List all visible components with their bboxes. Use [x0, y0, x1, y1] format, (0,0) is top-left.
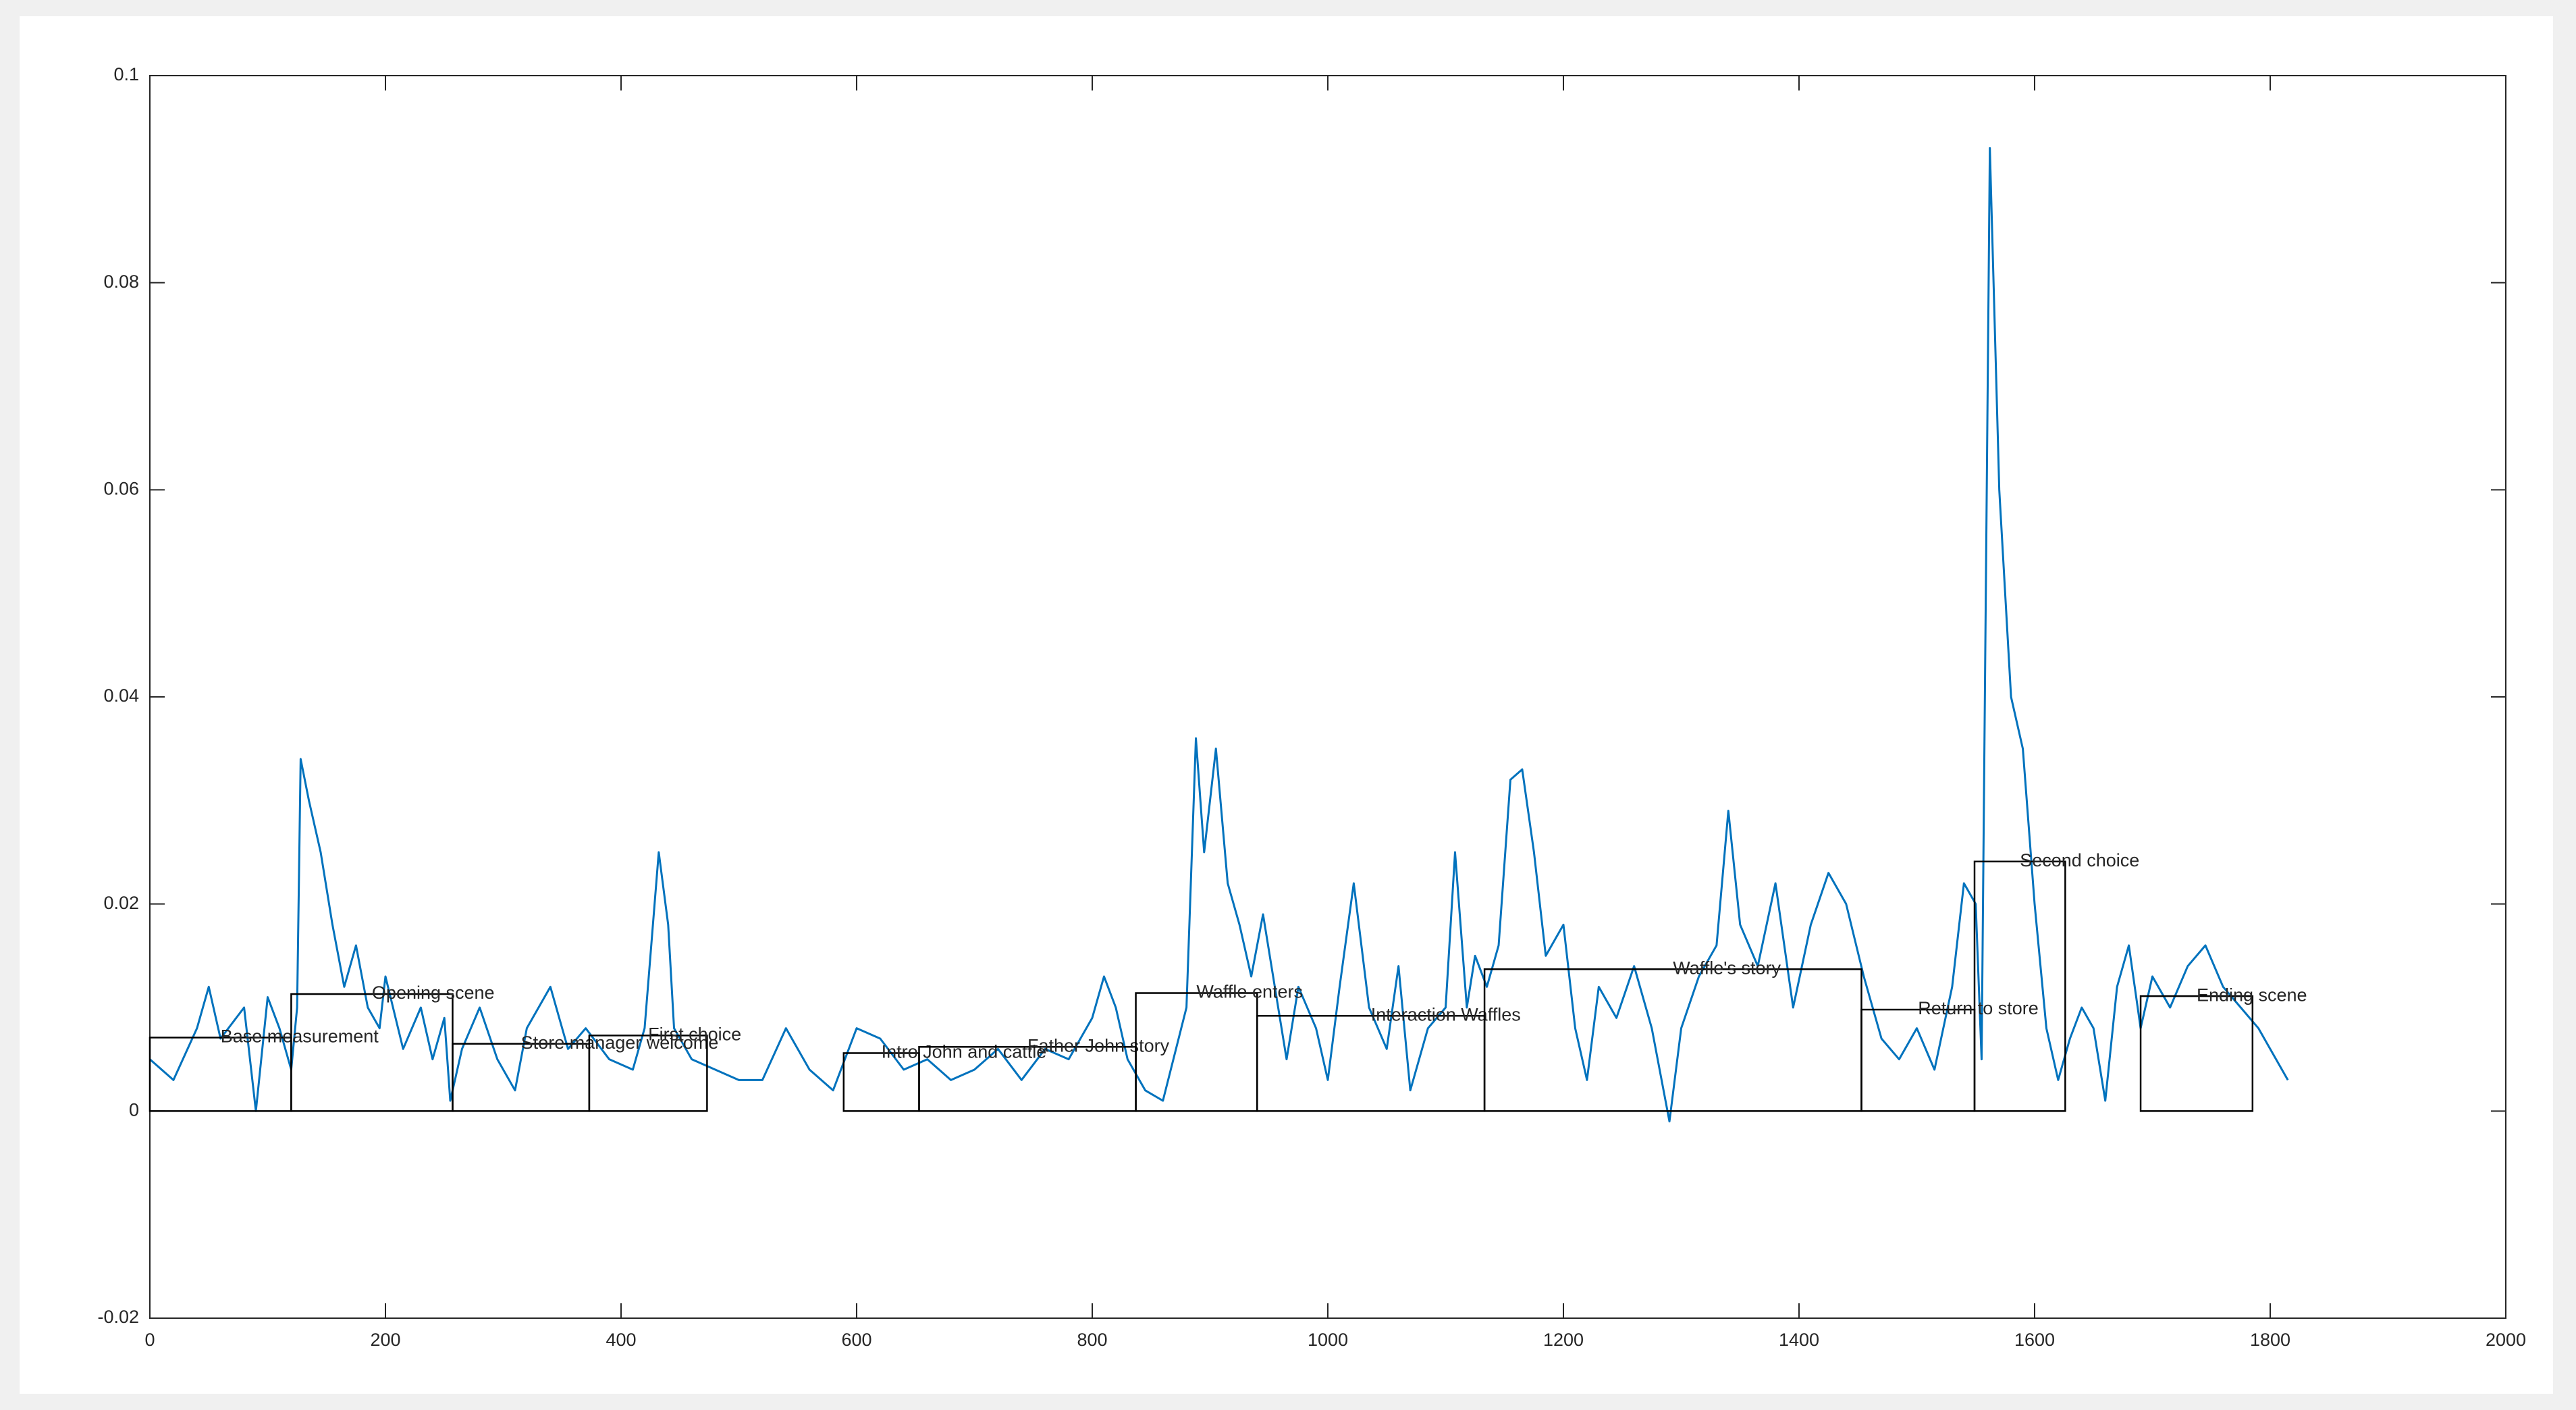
y-tick-label: 0: [129, 1099, 139, 1120]
region-label: Opening scene: [372, 983, 495, 1003]
region-label: Intro John and cattle: [882, 1042, 1047, 1062]
region-label: Waffle's story: [1673, 958, 1781, 978]
y-tick-label: 0.1: [113, 64, 139, 84]
x-tick-label: 1000: [1308, 1330, 1348, 1350]
region-label: Second choice: [2020, 850, 2139, 870]
y-tick-label: 0.08: [103, 271, 139, 292]
x-tick-label: 2000: [2486, 1330, 2526, 1350]
y-tick-label: 0.04: [103, 685, 139, 706]
data-line: [149, 147, 2289, 1123]
axes-box: [149, 75, 2506, 1319]
x-tick-label: 600: [841, 1330, 871, 1350]
region-box: [1973, 860, 2066, 1112]
region-label: Base measurement: [221, 1026, 379, 1047]
y-tick-label: -0.02: [97, 1307, 139, 1327]
x-tick-label: 200: [370, 1330, 400, 1350]
x-tick-label: 800: [1077, 1330, 1107, 1350]
region-label: First choice: [648, 1024, 741, 1045]
region-box: [588, 1035, 708, 1112]
region-label: Interaction Waffles: [1371, 1004, 1521, 1024]
x-tick-label: 400: [606, 1330, 636, 1350]
x-tick-label: 0: [144, 1330, 155, 1350]
region-label: Father John story: [1027, 1035, 1170, 1055]
y-tick-label: 0.02: [103, 893, 139, 913]
region-box: [2139, 995, 2254, 1112]
x-tick-label: 1800: [2250, 1330, 2290, 1350]
x-tick-label: 1600: [2014, 1330, 2055, 1350]
x-tick-label: 1400: [1779, 1330, 1819, 1350]
region-label: Waffle enters: [1196, 982, 1303, 1002]
region-label: Return to store: [1918, 998, 2039, 1018]
y-tick-label: 0.06: [103, 478, 139, 498]
x-tick-label: 1200: [1543, 1330, 1584, 1350]
region-label: Ending scene: [2197, 985, 2307, 1005]
